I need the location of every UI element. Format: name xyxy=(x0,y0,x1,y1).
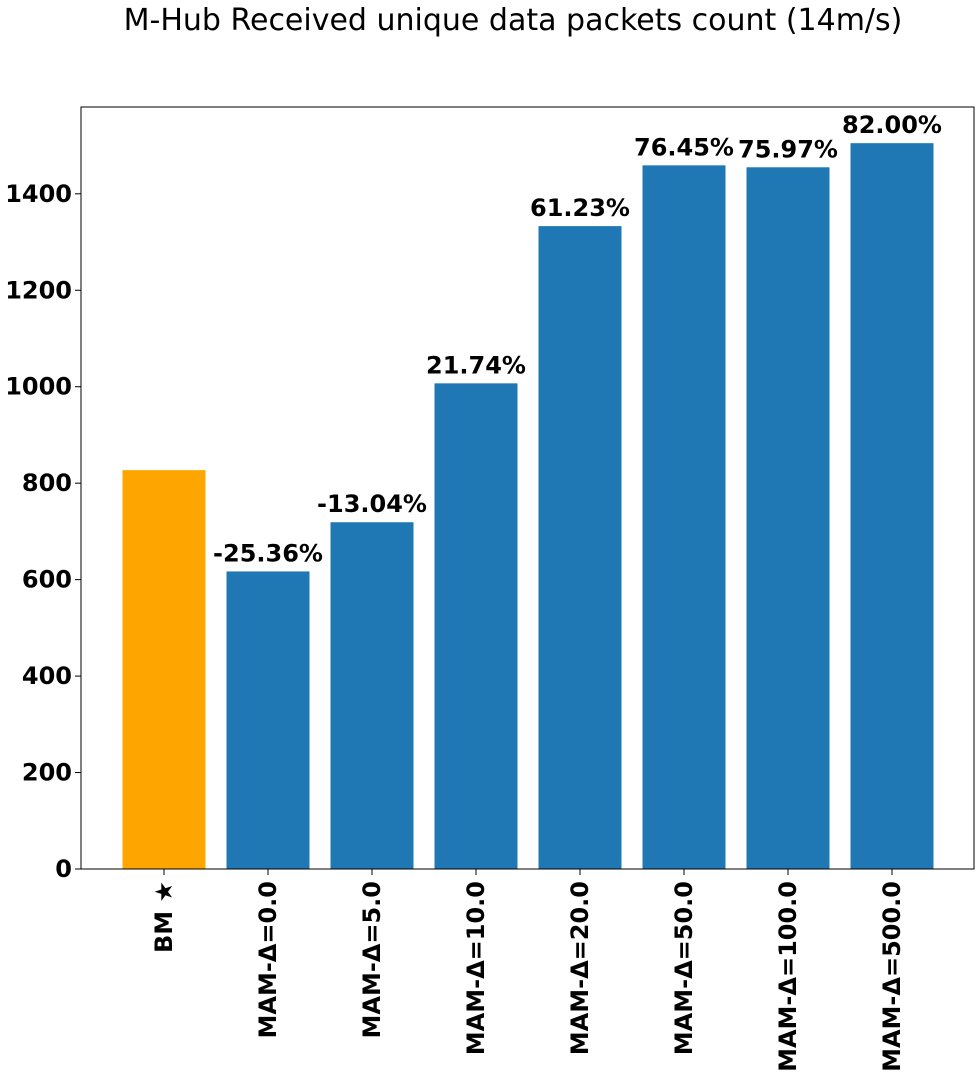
bar-2 xyxy=(330,522,414,869)
y-tick-label: 1400 xyxy=(5,180,72,208)
y-tick-label: 1000 xyxy=(5,373,72,401)
x-tick-label: MAM-Δ=10.0 xyxy=(462,881,490,1055)
y-tick-label: 400 xyxy=(22,662,72,690)
y-tick-label: 200 xyxy=(22,759,72,787)
bar-value-label: -25.36% xyxy=(213,539,323,567)
bar-3 xyxy=(434,383,518,869)
bar-value-label: 82.00% xyxy=(842,111,942,139)
y-tick-label: 800 xyxy=(22,469,72,497)
bar-6 xyxy=(746,167,830,870)
bar-value-label: 21.74% xyxy=(426,351,526,379)
x-tick-label: MAM-Δ=20.0 xyxy=(566,881,594,1055)
x-tick-label: MAM-Δ=50.0 xyxy=(670,881,698,1055)
y-tick-label: 0 xyxy=(55,855,72,883)
y-axis: 0 200 400 600 800 1000 1200 1400 xyxy=(5,180,81,883)
y-tick-label: 1200 xyxy=(5,276,72,304)
bar-0 xyxy=(122,470,206,869)
bar-value-label: 61.23% xyxy=(530,194,630,222)
y-tick-label: 600 xyxy=(22,566,72,594)
bar-5 xyxy=(642,165,726,869)
bar-value-label: -13.04% xyxy=(317,490,427,518)
x-tick-label: BM ★ xyxy=(150,881,178,953)
chart-title: M-Hub Received unique data packets count… xyxy=(124,3,903,38)
bar-value-label: 75.97% xyxy=(738,135,838,163)
bar-1 xyxy=(226,571,310,869)
x-tick-label: MAM-Δ=5.0 xyxy=(358,881,386,1039)
bar-labels-group: -25.36% -13.04% 21.74% 61.23% 76.45% 75.97%82… xyxy=(213,111,942,567)
x-axis: BM ★ MAM-Δ=0.0 MAM-Δ=5.0 MAM-Δ=10.0 MAM-Δ=20… xyxy=(150,869,906,1072)
bars-group xyxy=(122,143,934,870)
bar-value-label: 76.45% xyxy=(634,133,734,161)
bar-4 xyxy=(538,226,622,869)
x-tick-label: MAM-Δ=0.0 xyxy=(254,881,282,1039)
bar-7 xyxy=(850,143,934,869)
x-tick-label: MAM-Δ=500.0 xyxy=(878,881,906,1072)
plot-frame xyxy=(80,106,975,870)
x-tick-label: MAM-Δ=100.0 xyxy=(774,881,802,1072)
